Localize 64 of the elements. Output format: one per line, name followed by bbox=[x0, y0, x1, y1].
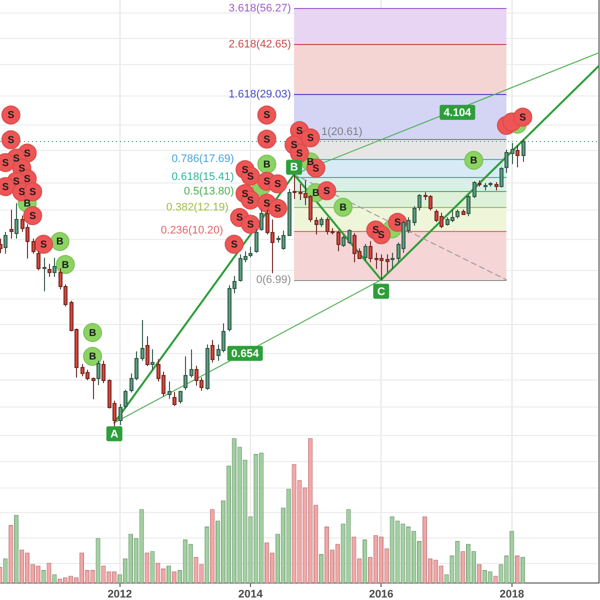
data-label: S bbox=[40, 240, 48, 251]
data-label: S bbox=[307, 133, 314, 144]
x-tick-label: 2018 bbox=[500, 588, 524, 600]
data-label: S bbox=[378, 230, 385, 241]
data-label: S bbox=[274, 204, 282, 215]
data-label: S bbox=[24, 148, 31, 160]
annotation: 0.654 bbox=[231, 348, 260, 360]
ref-line-label: 0.236(10.20) bbox=[160, 224, 224, 237]
data-label: S bbox=[296, 126, 304, 137]
data-label: S bbox=[236, 212, 244, 224]
ref-line-label: 2.618(42.65) bbox=[228, 38, 292, 50]
data-label: S bbox=[290, 140, 298, 152]
data-label: S bbox=[230, 240, 238, 251]
ref-line-label: 0.618(15.41) bbox=[172, 170, 234, 183]
data-label: S bbox=[394, 218, 402, 229]
data-label: S bbox=[263, 198, 270, 210]
data-label: S bbox=[29, 186, 36, 198]
x-tick-label: 2014 bbox=[238, 588, 264, 600]
ref-line-label: 0.786(17.69) bbox=[172, 152, 234, 165]
data-label: S bbox=[2, 158, 10, 169]
data-label: B bbox=[88, 352, 96, 363]
data-label: S bbox=[247, 195, 254, 206]
data-label: S bbox=[8, 135, 15, 146]
annotation: B bbox=[290, 162, 298, 174]
data-label: S bbox=[323, 186, 330, 198]
data-label: B bbox=[470, 156, 478, 167]
data-label: B bbox=[263, 159, 270, 170]
data-label: S bbox=[242, 164, 249, 176]
data-label: B bbox=[56, 236, 64, 248]
data-label: S bbox=[29, 210, 36, 222]
data-label: S bbox=[247, 219, 254, 230]
data-label: S bbox=[8, 110, 15, 122]
annotation: A bbox=[110, 428, 118, 440]
x-tick-label: 2016 bbox=[368, 588, 394, 600]
data-label: S bbox=[18, 186, 26, 198]
data-label: S bbox=[263, 110, 270, 122]
data-label: S bbox=[13, 153, 20, 164]
ref-line-label: 1(20.61) bbox=[321, 126, 362, 138]
data-label: B bbox=[306, 157, 314, 168]
data-label: S bbox=[372, 225, 380, 236]
data-label: S bbox=[296, 148, 304, 160]
annotation: C bbox=[377, 286, 386, 298]
data-label: S bbox=[263, 134, 270, 146]
data-label: B bbox=[339, 202, 347, 214]
data-label: S bbox=[2, 182, 10, 193]
ref-line-label: 0.382(12.19) bbox=[166, 201, 229, 214]
data-label: S bbox=[274, 179, 282, 190]
data-label: S bbox=[24, 174, 31, 185]
ref-line-label: 0(6.99) bbox=[256, 274, 292, 286]
annotation: 4.104 bbox=[444, 106, 472, 119]
ref-line-label: 1.618(29.03) bbox=[228, 88, 292, 101]
data-label: S bbox=[312, 163, 320, 174]
data-label: S bbox=[263, 176, 270, 188]
data-label: B bbox=[24, 198, 31, 210]
data-label: S bbox=[18, 163, 26, 174]
data-label: S bbox=[242, 188, 249, 200]
ref-line-label: 0.5(13.80) bbox=[184, 185, 234, 198]
x-tick-label: 2012 bbox=[108, 588, 132, 600]
data-label: B bbox=[88, 328, 96, 339]
ref-line-label: 3.618(56.27) bbox=[228, 2, 292, 14]
data-label: S bbox=[519, 112, 526, 124]
data-label: B bbox=[62, 260, 69, 271]
data-label: S bbox=[247, 171, 254, 182]
data-label: S bbox=[13, 176, 20, 188]
